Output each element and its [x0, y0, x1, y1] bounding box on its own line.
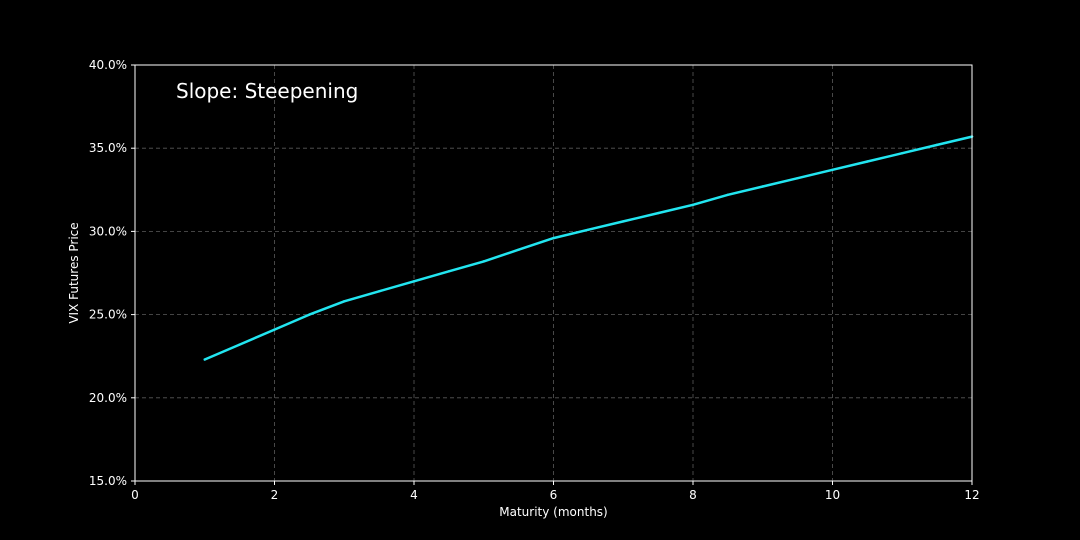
data-point [726, 193, 730, 196]
data-point [901, 151, 904, 155]
data-point [447, 270, 451, 273]
data-point [377, 290, 381, 293]
data-point [866, 160, 869, 163]
data-point [517, 248, 520, 251]
data-point [203, 358, 206, 361]
x-tick-label: 12 [964, 488, 979, 502]
x-tick-label: 8 [689, 488, 697, 502]
data-point [831, 168, 834, 172]
series-layer [203, 135, 974, 361]
y-axis-label: VIX Futures Price [67, 222, 81, 323]
data-point [273, 328, 276, 331]
axis-ticks: 0 2 4 6 8 10 12 15.0% 20.0% 25.0% 30.0% 35.0% 40.0% [89, 58, 980, 502]
data-point [308, 313, 311, 316]
data-point [622, 220, 625, 223]
data-point [935, 143, 939, 147]
x-tick-label: 4 [410, 488, 418, 502]
y-tick-label: 20.0% [89, 391, 127, 405]
data-point [412, 280, 416, 283]
y-tick-label: 35.0% [89, 141, 127, 155]
data-point [796, 176, 799, 180]
data-point [343, 300, 346, 303]
data-point [552, 236, 555, 240]
x-tick-label: 0 [131, 488, 139, 502]
data-point [587, 228, 590, 231]
x-tick-label: 6 [550, 488, 558, 502]
data-point [238, 343, 241, 346]
data-point [691, 203, 695, 206]
data-point [482, 260, 485, 263]
x-axis-label: Maturity (months) [499, 505, 607, 519]
y-tick-label: 25.0% [89, 308, 127, 322]
data-point [761, 185, 764, 188]
slope-annotation: Slope: Steepening [176, 79, 358, 103]
data-point [656, 211, 660, 215]
y-tick-label: 40.0% [89, 58, 127, 72]
x-tick-label: 2 [271, 488, 279, 502]
x-tick-label: 10 [825, 488, 840, 502]
y-tick-label: 30.0% [89, 224, 127, 238]
y-tick-label: 15.0% [89, 474, 127, 488]
